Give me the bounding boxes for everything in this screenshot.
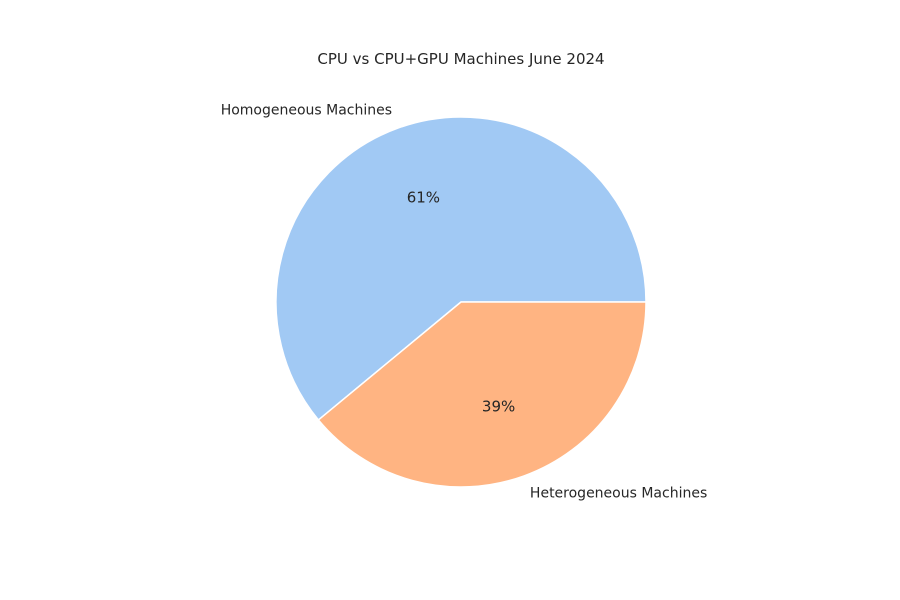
chart-title: CPU vs CPU+GPU Machines June 2024	[317, 50, 604, 68]
slice-label: Heterogeneous Machines	[530, 485, 707, 501]
pie-slice-heterogeneous	[317, 301, 647, 488]
slice-percentage-label: 39%	[482, 397, 515, 415]
pie-labels: Homogeneous Machines 61% Heterogeneous Mac…	[221, 103, 708, 502]
pie-slices	[275, 116, 647, 488]
pie-slice-homogeneous	[275, 116, 647, 421]
slice-percentage-label: 61%	[407, 189, 440, 207]
slice-label: Homogeneous Machines	[221, 103, 392, 119]
